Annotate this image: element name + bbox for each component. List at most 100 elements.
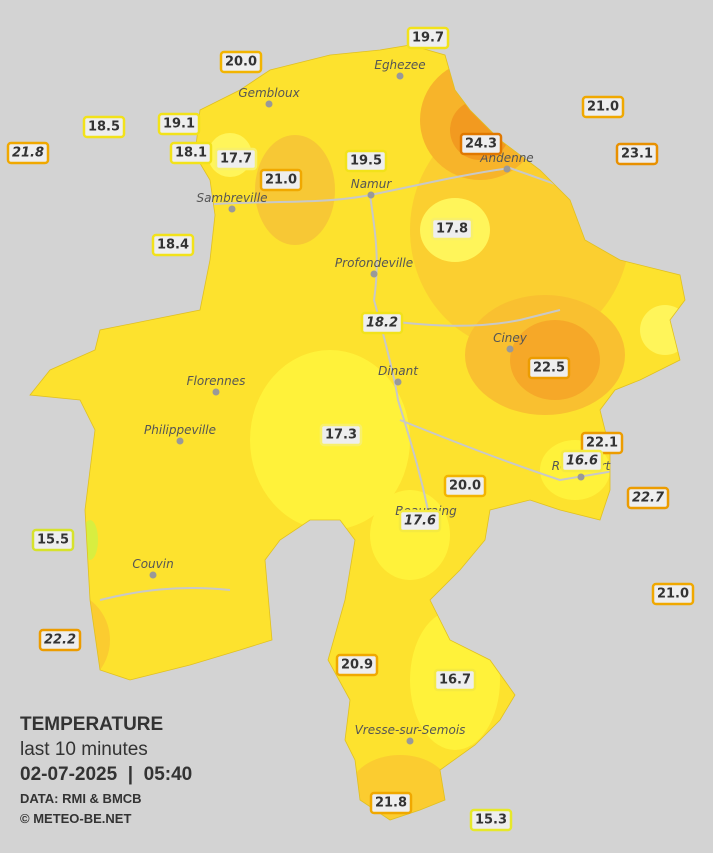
station-box <box>169 141 213 165</box>
station-value: 15.3 <box>475 813 507 828</box>
station-box <box>151 233 195 257</box>
city-dot <box>265 100 273 108</box>
station: 23.1 <box>615 142 659 166</box>
station: 19.7 <box>406 26 450 50</box>
station-value: 17.8 <box>436 222 468 237</box>
station-value: 20.0 <box>449 479 481 494</box>
city-dot <box>228 205 236 213</box>
city-dot <box>370 270 378 278</box>
station-box <box>626 486 670 510</box>
station-value: 20.0 <box>225 55 257 70</box>
station: 22.7 <box>626 486 670 510</box>
station-box <box>369 791 413 815</box>
station-value: 21.8 <box>375 796 407 811</box>
station-box <box>319 423 363 447</box>
city-label: Dinant <box>378 364 419 378</box>
station: 19.5 <box>344 149 388 173</box>
station: 19.1 <box>157 112 201 136</box>
station-box <box>615 142 659 166</box>
subtitle: last 10 minutes <box>20 739 148 760</box>
station-value: 22.2 <box>44 633 76 648</box>
city-dot <box>577 473 585 481</box>
station-value: 21.0 <box>657 587 689 602</box>
station-value: 19.1 <box>163 117 195 132</box>
station: 18.2 <box>360 311 404 335</box>
station-box <box>469 808 513 832</box>
station: 21.0 <box>651 582 695 606</box>
station: 20.0 <box>443 474 487 498</box>
city-dot <box>212 388 220 396</box>
station-value: 20.9 <box>341 658 373 673</box>
station: 17.7 <box>214 147 258 171</box>
station: 20.9 <box>335 653 379 677</box>
station: 18.4 <box>151 233 195 257</box>
station: 15.3 <box>469 808 513 832</box>
station: 21.0 <box>581 95 625 119</box>
station-box <box>344 149 388 173</box>
station-value: 22.5 <box>533 361 565 376</box>
station: 21.0 <box>259 168 303 192</box>
station-value: 18.1 <box>175 146 207 161</box>
station-box <box>360 311 404 335</box>
city-dot <box>367 191 375 199</box>
station-box <box>527 356 571 380</box>
station-value: 16.6 <box>566 454 598 469</box>
title: TEMPERATURE <box>20 714 163 735</box>
station-box <box>31 528 75 552</box>
station: 17.8 <box>430 217 474 241</box>
station-box <box>430 217 474 241</box>
station: 15.5 <box>31 528 75 552</box>
station-value: 23.1 <box>621 147 653 162</box>
station: 21.8 <box>369 791 413 815</box>
station: 22.2 <box>38 628 82 652</box>
city-dot <box>394 378 402 386</box>
station: 18.1 <box>169 141 213 165</box>
station-value: 17.6 <box>404 514 436 529</box>
city-dot <box>149 571 157 579</box>
station: 16.7 <box>433 668 477 692</box>
city-dot <box>406 737 414 745</box>
station: 20.0 <box>219 50 263 74</box>
city-label: Sambreville <box>196 191 267 205</box>
station-box <box>433 668 477 692</box>
station-value: 18.5 <box>88 120 120 135</box>
station-value: 22.1 <box>586 436 618 451</box>
city-label: Vresse-sur-Semois <box>355 723 466 737</box>
station: 24.3 <box>459 132 503 156</box>
station-box <box>581 95 625 119</box>
station-box <box>219 50 263 74</box>
city-label: Couvin <box>132 557 173 571</box>
station-box <box>38 628 82 652</box>
station-box <box>259 168 303 192</box>
city-label: Philippeville <box>144 423 216 437</box>
station-value: 21.8 <box>12 146 44 161</box>
station-box <box>406 26 450 50</box>
city-label: Ciney <box>493 331 528 345</box>
station-box <box>651 582 695 606</box>
station-value: 19.7 <box>412 31 444 46</box>
station-box <box>443 474 487 498</box>
station-value: 24.3 <box>465 137 497 152</box>
credit: © METEO-BE.NET <box>20 811 131 826</box>
city-label: Eghezee <box>374 58 425 72</box>
station: 17.3 <box>319 423 363 447</box>
station-box <box>6 141 50 165</box>
station-value: 17.3 <box>325 428 357 443</box>
city-dot <box>396 72 404 80</box>
station-value: 17.7 <box>220 152 252 167</box>
station-box <box>157 112 201 136</box>
city-label: Florennes <box>187 374 246 388</box>
station: 18.5 <box>82 115 126 139</box>
city-label: Namur <box>351 177 393 191</box>
station: 21.8 <box>6 141 50 165</box>
station-box <box>398 509 442 533</box>
station-box <box>214 147 258 171</box>
station-box <box>335 653 379 677</box>
station-box <box>82 115 126 139</box>
station-value: 16.7 <box>439 673 471 688</box>
station-box <box>459 132 503 156</box>
station-box <box>560 449 604 473</box>
city-dot <box>503 165 511 173</box>
datetime: 02-07-2025 | 05:40 <box>20 764 192 785</box>
